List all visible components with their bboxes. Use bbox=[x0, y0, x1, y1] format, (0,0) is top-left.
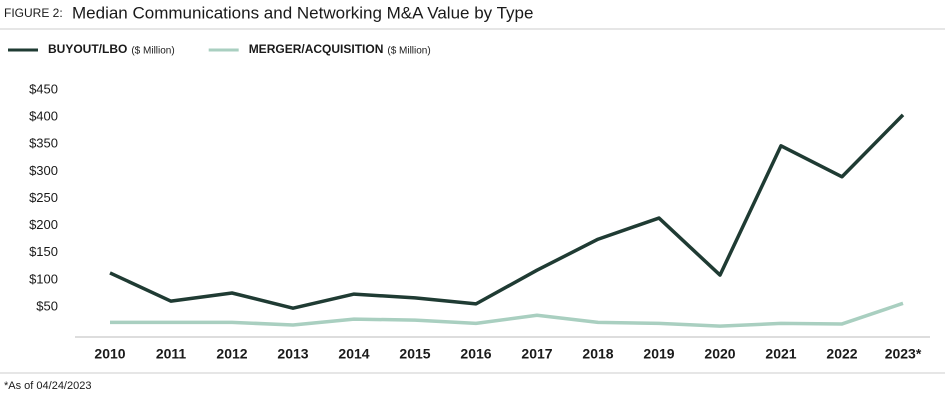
chart-title: Median Communications and Networking M&A… bbox=[72, 3, 533, 22]
x-tick-label: 2018 bbox=[582, 346, 613, 362]
y-tick-label: $450 bbox=[29, 81, 58, 96]
legend-unit: ($ Million) bbox=[131, 46, 174, 57]
figure-label: FIGURE 2: bbox=[4, 6, 63, 20]
x-tick-label: 2022 bbox=[826, 346, 857, 362]
legend-unit: ($ Million) bbox=[387, 46, 430, 57]
y-tick-label: $350 bbox=[29, 136, 58, 151]
x-tick-label: 2021 bbox=[765, 346, 796, 362]
x-tick-label: 2023* bbox=[885, 346, 922, 362]
y-tick-label: $200 bbox=[29, 217, 58, 232]
y-tick-label: $100 bbox=[29, 271, 58, 286]
x-tick-label: 2011 bbox=[156, 346, 187, 362]
legend-label: BUYOUT/LBO bbox=[48, 42, 127, 56]
x-tick-label: 2016 bbox=[460, 346, 491, 362]
x-tick-label: 2020 bbox=[704, 346, 735, 362]
series-line bbox=[110, 301, 904, 328]
footnote: *As of 04/24/2023 bbox=[4, 380, 91, 392]
x-tick-label: 2014 bbox=[338, 346, 369, 362]
x-tick-label: 2019 bbox=[643, 346, 674, 362]
series-line bbox=[109, 113, 905, 310]
x-tick-label: 2012 bbox=[216, 346, 247, 362]
x-tick-label: 2013 bbox=[277, 346, 308, 362]
y-tick-label: $400 bbox=[29, 108, 58, 123]
y-tick-label: $150 bbox=[29, 244, 58, 259]
y-tick-label: $300 bbox=[29, 163, 58, 178]
x-tick-label: 2015 bbox=[399, 346, 430, 362]
x-tick-label: 2017 bbox=[521, 346, 552, 362]
y-tick-label: $50 bbox=[36, 299, 58, 314]
x-tick-label: 2010 bbox=[94, 346, 125, 362]
y-tick-label: $250 bbox=[29, 190, 58, 205]
legend-label: MERGER/ACQUISITION bbox=[249, 42, 384, 56]
